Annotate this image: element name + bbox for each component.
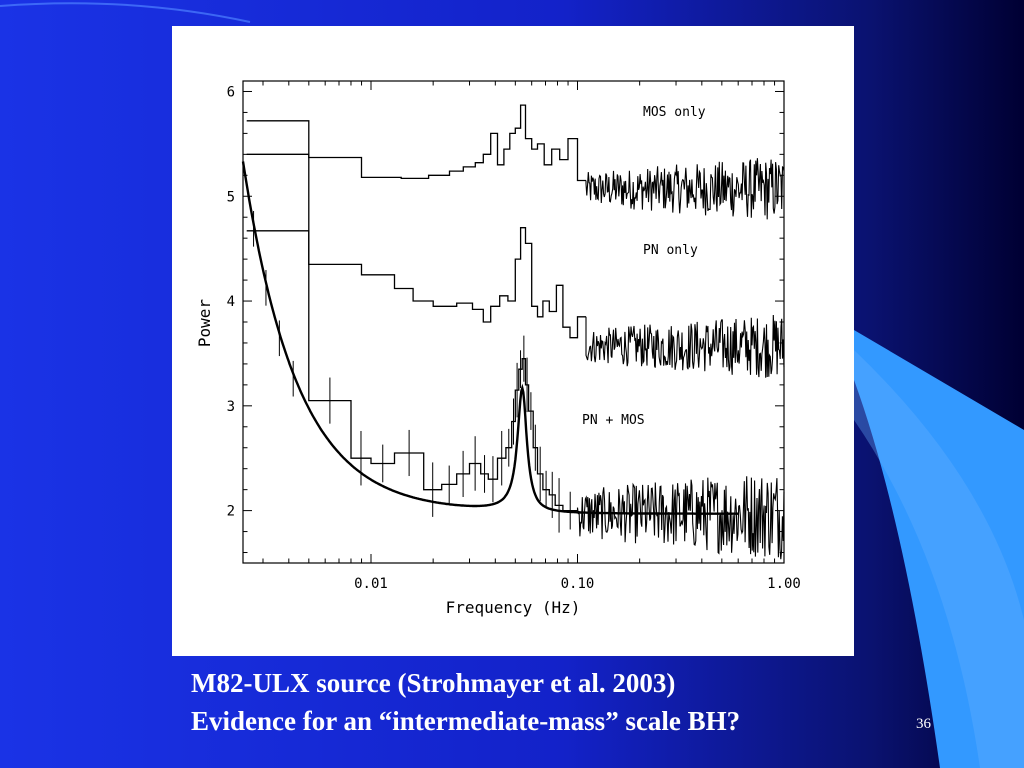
noise-trace-1 — [585, 314, 785, 378]
step-histogram-1 — [246, 227, 586, 339]
tick-marks — [243, 81, 785, 563]
slide-number: 36 — [916, 716, 931, 732]
step-histograms — [246, 104, 586, 533]
noise-trace-0 — [585, 158, 785, 220]
plot-panel: 2 3 4 5 6 0.01 0.10 1.00 Frequency (Hz) Power M… — [172, 26, 854, 656]
noise-trace-2 — [576, 476, 785, 560]
model-curve-line — [241, 161, 739, 515]
x-tick-label: 0.10 — [561, 576, 595, 592]
x-tick-label: 0.01 — [354, 576, 388, 592]
step-histogram-0 — [246, 104, 586, 182]
y-tick-label: 4 — [227, 294, 235, 310]
y-tick-label: 5 — [227, 189, 235, 205]
x-axis-label: Frequency (Hz) — [446, 598, 581, 617]
caption-source: M82-ULX source (Strohmayer et al. 2003) — [191, 668, 676, 698]
series-label-mos-only: MOS only — [643, 105, 706, 120]
series-label-pn-only: PN only — [643, 243, 698, 258]
y-tick-label: 3 — [227, 399, 235, 415]
accent-swoosh — [854, 330, 1024, 768]
y-tick-label: 2 — [227, 504, 235, 520]
noise-traces — [576, 158, 785, 560]
power-spectrum-chart: 2 3 4 5 6 0.01 0.10 1.00 Frequency (Hz) Power M… — [195, 80, 801, 617]
series-label-pn-mos: PN + MOS — [582, 413, 645, 428]
y-axis-label: Power — [195, 299, 214, 348]
x-tick-label: 1.00 — [767, 576, 801, 592]
model-curve — [241, 161, 739, 515]
tick-labels: 2 3 4 5 6 0.01 0.10 1.00 — [227, 84, 801, 592]
y-tick-label: 6 — [227, 84, 235, 100]
caption-question: Evidence for an “intermediate-mass” scal… — [191, 706, 741, 736]
